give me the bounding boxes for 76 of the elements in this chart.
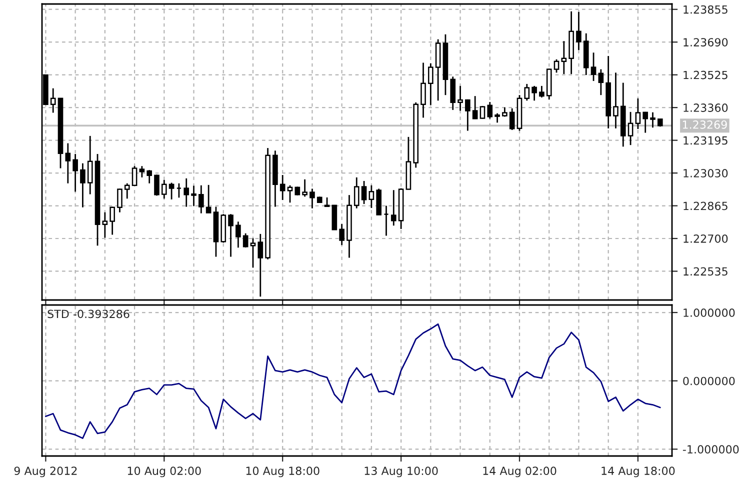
y-tick-label: 1.23690 xyxy=(684,38,728,46)
candlestick xyxy=(590,52,596,82)
candlestick xyxy=(642,111,648,134)
y-tick-label: 1.22700 xyxy=(684,234,728,243)
y-tick-label: -1.000000 xyxy=(682,445,739,454)
candlestick xyxy=(354,176,360,210)
candlestick xyxy=(368,184,374,209)
candlestick xyxy=(650,112,656,128)
candlestick xyxy=(287,184,293,204)
y-tick-label: 1.23855 xyxy=(684,5,728,14)
candlestick xyxy=(458,85,463,112)
candlestick xyxy=(65,142,71,184)
line-series xyxy=(45,323,661,439)
candlestick xyxy=(524,83,530,102)
x-tick-label: 10 Aug 02:00 xyxy=(128,466,201,478)
ref-line-label: 1.23269 xyxy=(682,120,727,129)
candlestick xyxy=(487,101,493,120)
candlestick xyxy=(450,76,456,111)
candlestick xyxy=(168,182,174,200)
x-tick-label: 10 Aug 18:00 xyxy=(246,466,320,478)
candlestick xyxy=(102,212,108,238)
candlestick xyxy=(561,40,567,75)
candlestick xyxy=(236,220,241,248)
candlestick xyxy=(465,98,470,132)
candlestick xyxy=(72,153,78,192)
candlestick xyxy=(206,184,212,214)
candlestick xyxy=(339,223,344,246)
candlestick xyxy=(310,188,315,210)
candlestick xyxy=(198,184,204,214)
candlestick xyxy=(87,135,93,195)
candlestick xyxy=(420,62,426,118)
candlestick xyxy=(146,169,152,184)
candlestick xyxy=(472,95,478,120)
candlestick xyxy=(613,72,618,130)
candlestick xyxy=(117,188,122,214)
chart-title: STD -0.393286 xyxy=(48,310,130,318)
y-tick-label: 1.23525 xyxy=(684,70,728,80)
candlestick xyxy=(139,165,145,178)
candlestick xyxy=(302,178,308,198)
candlestick xyxy=(258,233,264,298)
candlestick xyxy=(628,111,634,146)
candlestick xyxy=(124,182,130,200)
candlestick xyxy=(494,112,500,124)
x-tick-label: 14 Aug 18:00 xyxy=(602,466,675,478)
candlestick xyxy=(242,232,248,248)
candlestick xyxy=(428,62,434,106)
candlestick xyxy=(532,85,537,102)
candlestick xyxy=(324,196,330,208)
candlestick xyxy=(361,180,367,205)
candlestick xyxy=(635,98,641,130)
candlestick xyxy=(80,162,86,208)
candlestick xyxy=(228,213,234,258)
y-tick-label: 1.23360 xyxy=(684,104,728,112)
candlestick xyxy=(598,68,604,96)
candlestick xyxy=(184,178,190,208)
candlestick xyxy=(576,11,582,51)
candlestick xyxy=(154,174,160,196)
candlestick xyxy=(390,189,396,226)
y-tick-label: 1.22865 xyxy=(684,202,728,210)
candlestick xyxy=(554,58,560,74)
candlestick xyxy=(191,185,196,207)
x-tick-label: 14 Aug 02:00 xyxy=(483,466,556,478)
candlestick xyxy=(161,179,167,200)
x-tick-label: 13 Aug 10:00 xyxy=(364,466,438,478)
y-tick-label: 1.23030 xyxy=(684,169,728,178)
candlestick xyxy=(280,174,286,201)
y-tick-label: 1.22535 xyxy=(684,267,728,276)
candlestick xyxy=(50,88,56,114)
x-tick-label: 9 Aug 2012 xyxy=(14,466,77,478)
y-tick-label: 0.000000 xyxy=(683,376,735,386)
y-tick-label: 1.23195 xyxy=(684,136,728,145)
candlestick xyxy=(509,108,515,131)
y-tick-label: 1.000000 xyxy=(684,308,735,317)
candlestick xyxy=(480,105,486,120)
candlestick xyxy=(110,206,115,236)
candlestick xyxy=(539,85,544,98)
